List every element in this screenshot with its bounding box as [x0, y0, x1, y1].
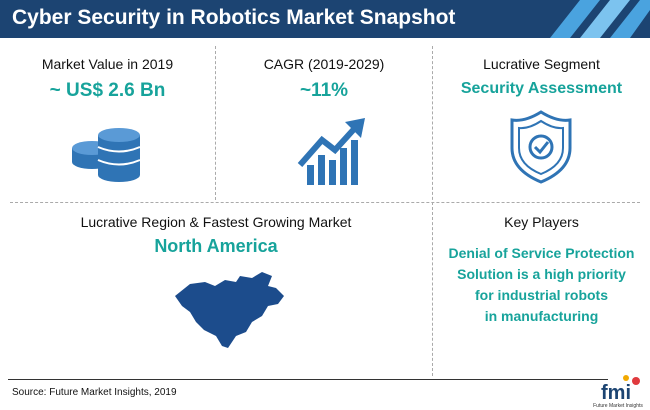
- growth-icon: [297, 118, 365, 185]
- panel-label: Lucrative Region & Fastest Growing Marke…: [80, 214, 352, 230]
- header-bar: Cyber Security in Robotics Market Snapsh…: [0, 0, 650, 38]
- text-line: in manufacturing: [484, 308, 599, 324]
- shield-icon: [510, 110, 572, 184]
- text-line: Denial of Service Protection: [448, 245, 635, 261]
- coins-icon: [72, 128, 141, 182]
- footer-rule: [8, 379, 608, 380]
- key-players-text: Denial of Service Protection Solution is…: [433, 243, 650, 327]
- panel-label: Market Value in 2019: [41, 56, 174, 72]
- divider: [10, 202, 640, 203]
- panel-label: CAGR (2019-2029): [263, 56, 385, 72]
- panel-value: North America: [154, 236, 278, 256]
- divider: [432, 46, 433, 376]
- text-line: Solution is a high priority: [457, 266, 626, 282]
- north-america-map: [175, 272, 284, 348]
- divider: [215, 46, 216, 200]
- source: Source: Future Market Insights, 2019: [12, 387, 177, 398]
- panel-value: ~11%: [299, 80, 349, 101]
- logo-text: fmi: [601, 382, 631, 404]
- header-stripes: [550, 0, 650, 38]
- logo-caption: Future Market Insights: [593, 403, 643, 409]
- fmi-logo: fmi Future Market Insights: [593, 375, 643, 409]
- panel-label: Lucrative Segment: [483, 56, 600, 72]
- panel-value: Security Assessment: [460, 80, 623, 97]
- title: Cyber Security in Robotics Market Snapsh…: [12, 6, 456, 29]
- text-line: for industrial robots: [475, 287, 608, 303]
- panel-value: ~ US$ 2.6 Bn: [49, 80, 166, 101]
- panel-label: Key Players: [504, 214, 579, 230]
